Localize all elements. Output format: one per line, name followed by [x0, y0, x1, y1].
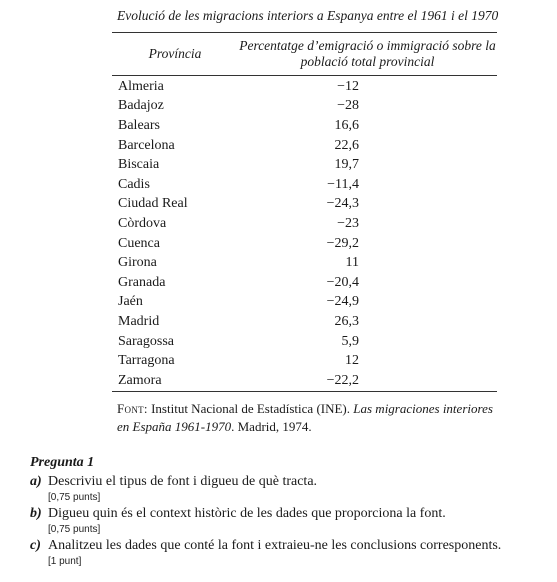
- question-title: Pregunta 1: [30, 455, 95, 470]
- cell-province: Girona: [118, 255, 157, 271]
- migration-table: Província Percentatge d’emigració o immi…: [112, 32, 497, 392]
- cell-province: Zamora: [118, 372, 162, 388]
- cell-value: −24,9: [326, 294, 359, 310]
- cell-province: Jaén: [118, 294, 143, 310]
- table-row: Madrid 26,3: [112, 312, 497, 332]
- cell-province: Tarragona: [118, 353, 175, 369]
- cell-value: −28: [337, 98, 359, 114]
- question-item-b: b) Digueu quin és el context històric de …: [30, 505, 550, 522]
- cell-province: Barcelona: [118, 137, 175, 153]
- item-letter: a): [30, 474, 42, 489]
- cell-value: −20,4: [326, 274, 359, 290]
- cell-value: 22,6: [334, 137, 360, 153]
- cell-value: 19,7: [334, 157, 360, 173]
- cell-province: Badajoz: [118, 98, 164, 114]
- cell-value: −29,2: [326, 235, 359, 251]
- cell-value: 26,3: [334, 313, 360, 329]
- header-province: Província: [148, 46, 202, 61]
- cell-value: −12: [337, 78, 359, 94]
- cell-province: Balears: [118, 117, 160, 133]
- cell-province: Cuenca: [118, 235, 160, 251]
- cell-value: 12: [345, 353, 359, 369]
- table-row: Cuenca −29,2: [112, 234, 497, 254]
- table-row: Almeria −12: [112, 77, 497, 97]
- cell-province: Còrdova: [118, 215, 167, 231]
- header-percentage: Percentatge d’emigració o immigració sob…: [239, 38, 496, 69]
- table-body: Almeria −12 Badajoz −28 Balears 16,6 Barcelona…: [112, 76, 497, 391]
- table-row: Balears 16,6: [112, 116, 497, 136]
- source-label: Font:: [117, 401, 148, 416]
- cell-value: −24,3: [326, 196, 359, 212]
- cell-province: Almeria: [118, 78, 164, 94]
- item-points: [1 punt]: [48, 556, 82, 567]
- table-row: Barcelona 22,6: [112, 136, 497, 156]
- cell-value: 16,6: [334, 117, 360, 133]
- item-points: [0,75 punts]: [48, 492, 101, 503]
- table-row: Cadis −11,4: [112, 175, 497, 195]
- cell-province: Madrid: [118, 313, 160, 329]
- cell-province: Ciudad Real: [118, 196, 188, 212]
- cell-province: Saragossa: [118, 333, 174, 349]
- item-text: Digueu quin és el context històric de le…: [48, 506, 446, 521]
- source-title: Las migraciones interiores en España 196…: [117, 401, 493, 434]
- table-row: Jaén −24,9: [112, 293, 497, 313]
- item-points: [0,75 punts]: [48, 524, 101, 535]
- table-caption: Evolució de les migracions interiors a E…: [117, 8, 499, 23]
- table-header: Província Percentatge d’emigració o immi…: [112, 33, 497, 76]
- table-row: Granada −20,4: [112, 273, 497, 293]
- source-text-before: Institut Nacional de Estadística (INE).: [147, 401, 354, 416]
- table-row: Còrdova −23: [112, 214, 497, 234]
- cell-province: Biscaia: [118, 157, 160, 173]
- cell-value: 5,9: [341, 333, 360, 349]
- cell-province: Granada: [118, 274, 166, 290]
- table-row: Tarragona 12: [112, 351, 497, 371]
- item-letter: b): [30, 506, 42, 521]
- table-row: Girona 11: [112, 253, 497, 273]
- table-row: Saragossa 5,9: [112, 332, 497, 352]
- source-text-after: . Madrid, 1974.: [231, 419, 312, 434]
- table-row: Ciudad Real −24,3: [112, 195, 497, 215]
- question-block: Pregunta 1 a) Descriviu el tipus de font …: [30, 455, 550, 569]
- cell-value: −22,2: [326, 372, 359, 388]
- cell-value: 11: [345, 255, 359, 271]
- table-row: Badajoz −28: [112, 97, 497, 117]
- item-text: Descriviu el tipus de font i digueu de q…: [48, 474, 318, 489]
- cell-value: −23: [337, 215, 359, 231]
- cell-value: −11,4: [327, 176, 359, 192]
- table-row: Biscaia 19,7: [112, 155, 497, 175]
- item-text: Analitzeu les dades que conté la font i …: [48, 538, 502, 553]
- question-item-a: a) Descriviu el tipus de font i digueu de…: [30, 473, 550, 490]
- item-letter: c): [30, 538, 41, 553]
- question-item-c: c) Analitzeu les dades que conté la font …: [30, 537, 550, 554]
- cell-province: Cadis: [118, 176, 150, 192]
- source-note: Font: Institut Nacional de Estadística (…: [117, 400, 507, 436]
- table-row: Zamora −22,2: [112, 371, 497, 391]
